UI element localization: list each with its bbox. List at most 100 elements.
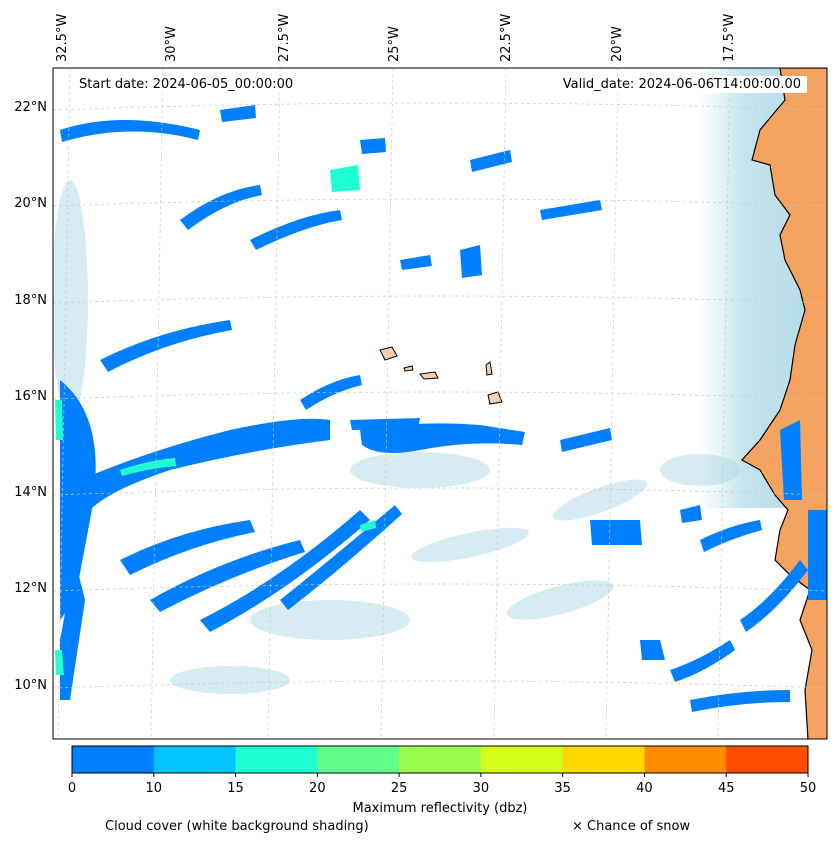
- island: [403, 365, 414, 372]
- colorbar-frame: [71, 745, 809, 774]
- colorbar-segment: [235, 746, 318, 773]
- meridian-line: [717, 68, 731, 739]
- reflectivity-cell: [360, 138, 386, 154]
- map-background: [53, 68, 827, 739]
- reflectivity-cell: [120, 520, 255, 575]
- reflectivity-cell: [250, 210, 342, 250]
- meridian-line: [493, 68, 507, 739]
- reflectivity-cell: [460, 245, 482, 278]
- colorbar-segment: [399, 746, 482, 773]
- reflectivity-cell: [60, 560, 85, 700]
- colorbar-segment: [480, 746, 564, 773]
- meridian-line: [605, 68, 619, 739]
- lat-label: 14°N: [14, 485, 47, 500]
- parallel-line: [53, 102, 827, 111]
- lon-label: 22.5°W: [499, 14, 514, 62]
- reflectivity-cell-high: [120, 458, 176, 476]
- cloud-patch: [506, 580, 614, 620]
- reflectivity-cell: [808, 510, 827, 600]
- reflectivity-cell: [540, 200, 602, 220]
- reflectivity-cell: [590, 520, 642, 545]
- reflectivity-cell: [150, 540, 305, 612]
- parallel-line: [53, 295, 827, 304]
- lon-label: 25°W: [387, 26, 402, 62]
- lat-label: 20°N: [14, 196, 47, 211]
- colorbar-tick-label: 50: [800, 781, 817, 796]
- parallel-line: [53, 680, 827, 689]
- reflectivity-cell: [560, 428, 612, 452]
- reflectivity-cell: [700, 520, 762, 552]
- meridian-line: [267, 68, 281, 739]
- reflectivity-cell-high: [330, 165, 360, 192]
- lat-label: 10°N: [14, 678, 47, 693]
- reflectivity-cell: [360, 423, 525, 454]
- reflectivity-cell: [680, 505, 702, 523]
- island: [379, 346, 398, 361]
- meridian-line: [57, 68, 71, 739]
- reflectivity-cell: [60, 120, 200, 142]
- island: [485, 361, 493, 376]
- reflectivity-layer: [55, 105, 827, 712]
- reflectivity-cell: [400, 255, 432, 270]
- cloud-patch: [170, 666, 290, 694]
- colorbar-tick-label: 10: [146, 781, 163, 796]
- map-panel: [52, 67, 828, 740]
- lon-label: 17.5°W: [722, 14, 737, 62]
- colorbar-segment: [726, 746, 809, 773]
- lon-label: 32.5°W: [55, 14, 70, 62]
- reflectivity-cell: [60, 380, 96, 620]
- reflectivity-cell: [220, 105, 256, 122]
- cloud-patch: [53, 180, 88, 420]
- colorbar-title: Maximum reflectivity (dbz): [352, 801, 528, 816]
- reflectivity-cell: [100, 320, 232, 372]
- reflectivity-cell-high: [55, 400, 63, 440]
- cloud-cover-legend: Cloud cover (white background shading): [105, 819, 369, 834]
- lat-label: 18°N: [14, 293, 47, 308]
- lon-label: 20°W: [610, 26, 625, 62]
- reflectivity-cell: [640, 640, 665, 660]
- reflectivity-cell: [80, 418, 330, 510]
- lon-label: 27.5°W: [277, 14, 292, 62]
- lon-label: 30°W: [164, 26, 179, 62]
- island: [419, 371, 439, 380]
- lat-label: 16°N: [14, 389, 47, 404]
- valid-date-label: Valid_date: 2024-06-06T14:00:00.00: [556, 76, 807, 93]
- lat-tick-labels: 22°N 20°N 18°N 16°N 14°N 12°N 10°N: [14, 100, 47, 693]
- start-date-label: Start date: 2024-06-05_00:00:00: [73, 76, 300, 93]
- graticule: [53, 68, 827, 739]
- reflectivity-cell: [280, 505, 402, 610]
- colorbar-tick-label: 25: [391, 781, 408, 796]
- colorbar-tick-label: 15: [227, 781, 244, 796]
- cloud-patch: [411, 527, 529, 563]
- colorbar-tick-label: 40: [636, 781, 653, 796]
- cloud-patch: [250, 600, 410, 640]
- lat-label: 12°N: [14, 581, 47, 596]
- reflectivity-cell: [200, 510, 370, 632]
- colorbar: 0 10 15 20 25 30 35 40 45 50: [68, 745, 817, 796]
- reflectivity-cell: [350, 418, 420, 430]
- colorbar-segment: [317, 746, 400, 773]
- colorbar-tick-label: 0: [68, 781, 76, 796]
- reflectivity-cell: [470, 150, 512, 172]
- lon-tick-labels: 32.5°W 30°W 27.5°W 25°W 22.5°W 20°W 17.5…: [55, 14, 737, 62]
- colorbar-segment: [72, 746, 155, 773]
- reflectivity-cell-high: [360, 520, 376, 532]
- colorbar-segment: [562, 746, 645, 773]
- cloud-patch: [660, 454, 740, 486]
- colorbar-tick-label: 30: [473, 781, 490, 796]
- colorbar-segment: [153, 746, 237, 773]
- colorbar-tick-label: 35: [554, 781, 571, 796]
- reflectivity-cell: [690, 690, 790, 712]
- reflectivity-cell: [740, 560, 808, 632]
- lat-label: 22°N: [14, 100, 47, 115]
- parallel-line: [53, 583, 827, 592]
- reflectivity-cell: [180, 185, 262, 230]
- reflectivity-cell: [780, 420, 802, 500]
- meridian-line: [380, 68, 394, 739]
- parallel-line: [53, 391, 827, 400]
- meridian-line: [150, 68, 164, 739]
- colorbar-tick-label: 20: [309, 781, 326, 796]
- reflectivity-cell: [670, 640, 735, 682]
- cloud-patch: [350, 452, 490, 488]
